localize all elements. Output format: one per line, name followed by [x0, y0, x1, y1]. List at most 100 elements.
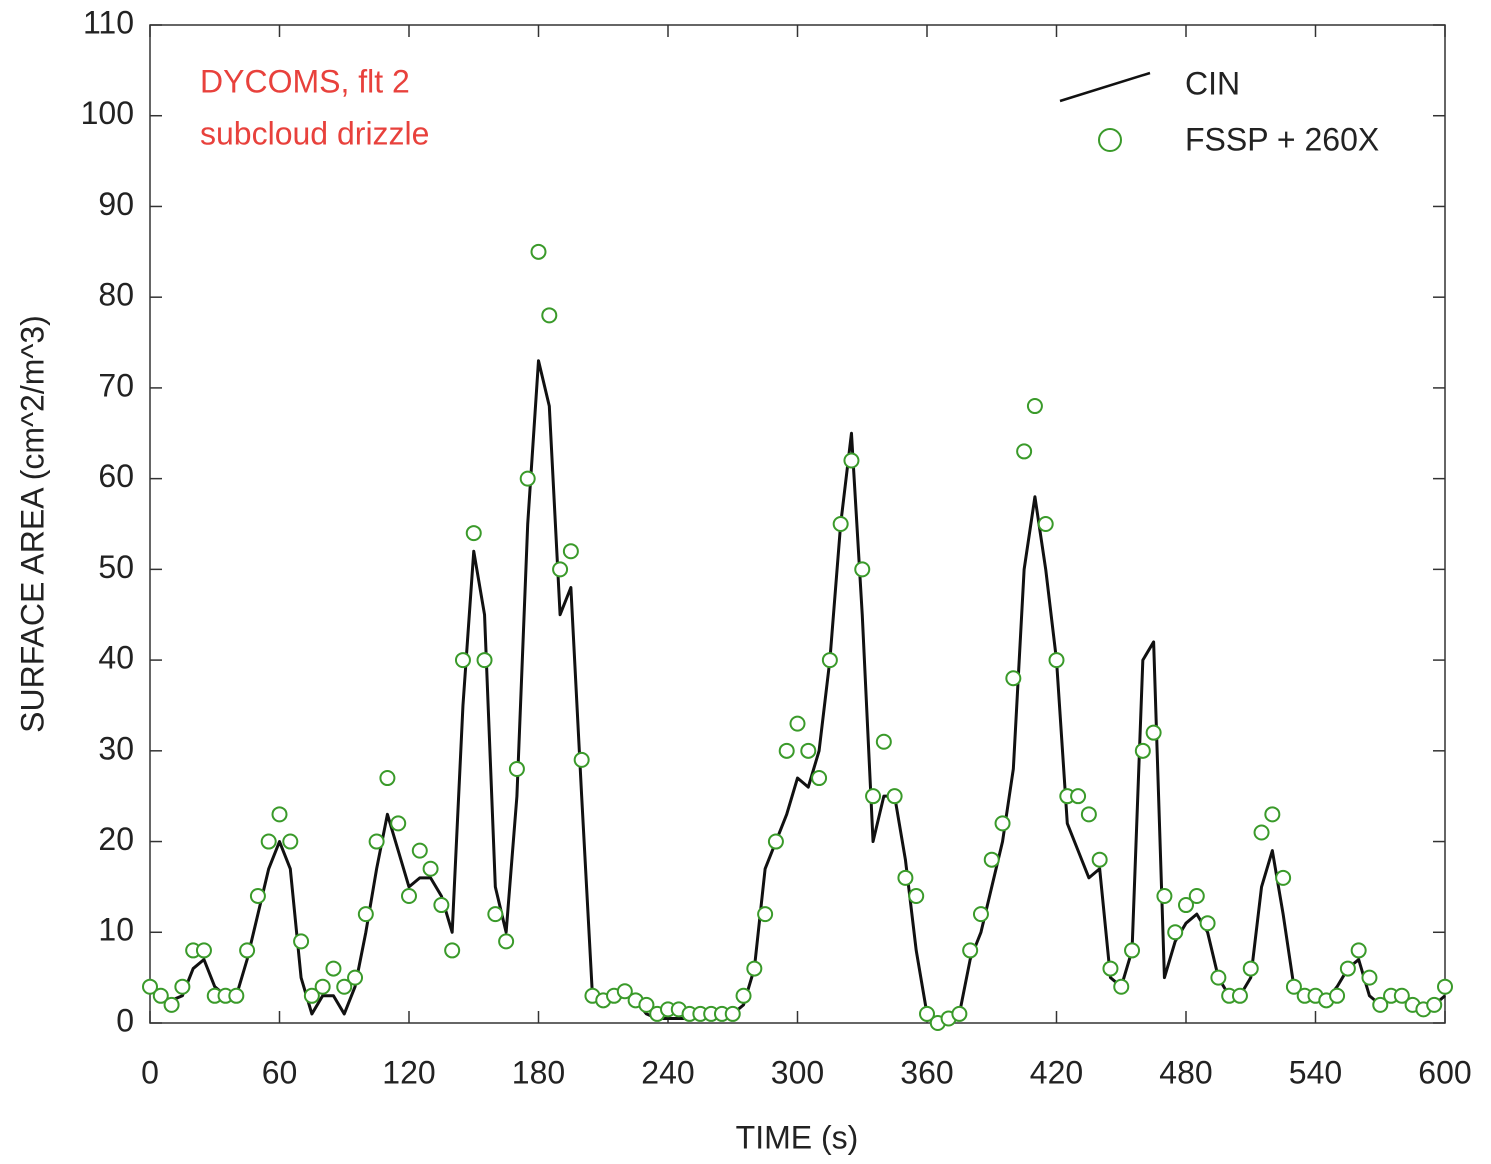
- y-tick-label: 0: [116, 1002, 134, 1038]
- data-point: [1275, 869, 1292, 886]
- data-point: [573, 751, 590, 768]
- x-tick-label: 240: [641, 1054, 694, 1090]
- data-point: [638, 996, 655, 1013]
- data-point: [800, 742, 817, 759]
- data-point: [1253, 824, 1270, 841]
- y-tick-label: 50: [98, 549, 134, 585]
- data-point: [1361, 969, 1378, 986]
- data-point: [1037, 516, 1054, 532]
- data-point: [875, 733, 892, 750]
- data-point: [487, 906, 504, 923]
- data-point: [811, 770, 828, 787]
- data-point: [228, 987, 245, 1004]
- data-point: [401, 887, 417, 904]
- data-point: [454, 652, 471, 669]
- data-point: [1156, 887, 1173, 904]
- data-point: [994, 815, 1011, 832]
- data-point: [1188, 887, 1205, 904]
- data-point: [336, 978, 353, 995]
- data-point: [919, 1005, 935, 1022]
- data-point: [293, 933, 310, 950]
- data-point: [983, 851, 1000, 868]
- y-tick-label: 10: [98, 912, 134, 948]
- data-point: [1134, 742, 1151, 759]
- x-tick-label: 480: [1159, 1054, 1212, 1090]
- x-tick-label: 180: [512, 1054, 565, 1090]
- data-point: [908, 887, 925, 904]
- data-point: [757, 906, 774, 923]
- data-point: [314, 978, 331, 995]
- data-point: [951, 1005, 968, 1022]
- data-point: [1005, 670, 1022, 687]
- data-point: [1102, 960, 1119, 977]
- data-point: [1264, 806, 1281, 823]
- data-point: [422, 860, 439, 877]
- data-point: [897, 869, 914, 886]
- data-point: [1350, 942, 1367, 959]
- data-point: [972, 906, 989, 923]
- data-point: [1242, 960, 1259, 977]
- y-tick-label: 40: [98, 640, 134, 676]
- data-point: [821, 652, 838, 669]
- data-point: [1199, 915, 1216, 932]
- data-point: [152, 987, 169, 1004]
- y-tick-label: 30: [98, 730, 134, 766]
- data-point: [1285, 978, 1302, 995]
- data-point: [368, 833, 385, 850]
- data-point: [746, 960, 763, 977]
- y-tick-label: 100: [81, 95, 134, 131]
- data-point: [1339, 960, 1356, 977]
- data-point: [1178, 897, 1194, 914]
- data-point: [1016, 443, 1033, 460]
- data-point: [498, 933, 515, 950]
- data-point: [1080, 806, 1097, 823]
- data-point: [886, 788, 903, 805]
- data-point: [282, 833, 299, 850]
- y-tick-label: 60: [98, 458, 134, 494]
- data-point: [1437, 978, 1453, 995]
- data-point: [1329, 987, 1346, 1004]
- data-point: [562, 543, 579, 560]
- x-tick-label: 360: [900, 1054, 953, 1090]
- data-point: [303, 987, 320, 1004]
- annotation: subcloud drizzle: [200, 115, 429, 151]
- y-tick-label: 90: [98, 186, 134, 222]
- data-point: [552, 561, 569, 578]
- data-point: [433, 897, 450, 914]
- data-point: [239, 942, 256, 959]
- data-point: [195, 942, 212, 959]
- data-point: [1393, 987, 1410, 1004]
- data-point: [465, 525, 482, 542]
- data-point: [1026, 398, 1043, 415]
- data-point: [1124, 942, 1141, 959]
- x-tick-label: 600: [1418, 1054, 1471, 1090]
- data-point: [767, 833, 784, 850]
- plot-frame: [149, 24, 1446, 1024]
- y-tick-label: 80: [98, 277, 134, 313]
- data-point: [832, 516, 849, 532]
- data-point: [1210, 969, 1227, 986]
- legend-label: CIN: [1185, 65, 1240, 101]
- data-point: [865, 788, 882, 805]
- data-point: [1167, 924, 1184, 941]
- x-tick-label: 120: [382, 1054, 435, 1090]
- data-point: [1113, 978, 1130, 995]
- y-tick-label: 20: [98, 821, 134, 857]
- data-point: [530, 243, 547, 260]
- data-point: [541, 307, 558, 324]
- legend-marker-swatch: [1098, 128, 1122, 152]
- x-tick-label: 300: [771, 1054, 824, 1090]
- y-tick-label: 70: [98, 367, 134, 403]
- data-point: [519, 470, 536, 487]
- x-tick-label: 420: [1030, 1054, 1083, 1090]
- data-point: [411, 842, 428, 859]
- data-point: [142, 978, 158, 995]
- data-point: [249, 887, 266, 904]
- data-point: [843, 452, 860, 469]
- data-point: [379, 770, 396, 787]
- data-point: [616, 983, 633, 1000]
- data-point: [1145, 724, 1162, 741]
- data-point: [778, 742, 795, 759]
- data-point: [962, 942, 979, 959]
